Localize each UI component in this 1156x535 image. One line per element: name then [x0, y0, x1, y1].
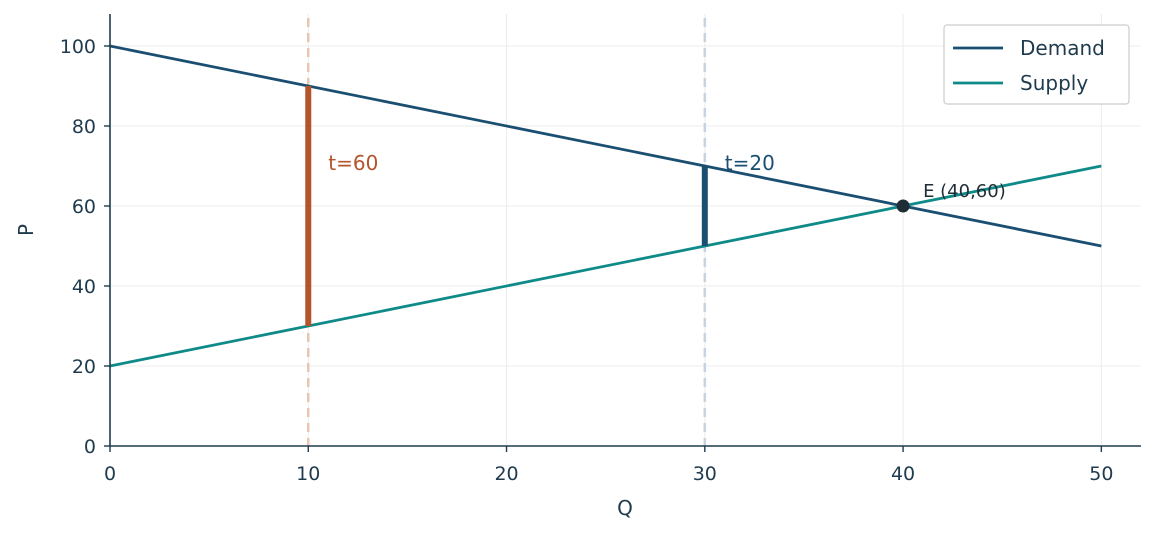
x-tick-label-10: 10 — [296, 463, 320, 485]
axes — [109, 14, 1141, 447]
equilibrium-label: E (40,60) — [923, 181, 1006, 202]
tax-wedges — [305, 86, 708, 326]
legend-label-demand: Demand — [1020, 36, 1105, 60]
series-line-demand — [109, 44, 1102, 248]
equilibrium-point — [896, 199, 910, 213]
legend: Demand Supply — [943, 24, 1130, 105]
y-tick-label-40: 40 — [72, 276, 96, 298]
x-tick-label-40: 40 — [891, 463, 915, 485]
x-axis-title: Q — [617, 496, 633, 520]
ticks: 0 10 20 30 40 50 0 20 40 60 80 100 — [60, 36, 1114, 485]
tax-wedge-label-0: t=60 — [328, 151, 378, 175]
tax-wedge-label-1: t=20 — [725, 151, 775, 175]
series-lines — [109, 44, 1102, 368]
series-line-supply — [109, 164, 1102, 368]
x-tick-label-20: 20 — [494, 463, 518, 485]
y-tick-label-60: 60 — [72, 196, 96, 218]
annotations: t=60 t=20 E (40,60) — [328, 151, 1006, 213]
legend-label-supply: Supply — [1020, 71, 1088, 95]
y-tick-label-100: 100 — [60, 36, 96, 58]
y-axis-title: P — [14, 224, 38, 236]
x-tick-label-0: 0 — [104, 463, 116, 485]
y-tick-label-20: 20 — [72, 356, 96, 378]
y-tick-label-80: 80 — [72, 116, 96, 138]
x-tick-label-50: 50 — [1089, 463, 1113, 485]
x-tick-label-30: 30 — [693, 463, 717, 485]
y-tick-label-0: 0 — [84, 436, 96, 458]
